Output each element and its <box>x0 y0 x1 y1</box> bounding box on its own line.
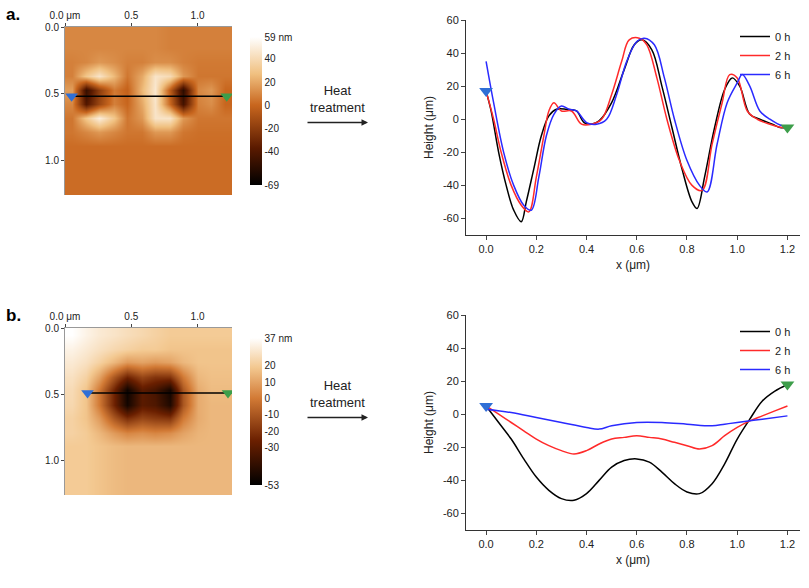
svg-text:20: 20 <box>447 375 459 387</box>
svg-text:0.4: 0.4 <box>579 243 594 255</box>
svg-text:x (μm): x (μm) <box>616 258 650 272</box>
svg-text:60: 60 <box>447 14 459 26</box>
svg-text:20: 20 <box>265 360 277 371</box>
svg-text:1.0: 1.0 <box>730 538 745 550</box>
svg-text:0.8: 0.8 <box>679 538 694 550</box>
svg-text:0: 0 <box>265 393 271 404</box>
svg-text:b.: b. <box>6 306 21 325</box>
svg-text:-30: -30 <box>265 442 280 453</box>
svg-text:0.5: 0.5 <box>124 10 138 21</box>
svg-text:0.5: 0.5 <box>124 311 138 322</box>
svg-text:0.0 μm: 0.0 μm <box>50 10 81 21</box>
svg-text:1.2: 1.2 <box>780 243 795 255</box>
svg-text:0.0: 0.0 <box>45 323 59 334</box>
svg-text:0.5: 0.5 <box>45 389 59 400</box>
svg-text:-20: -20 <box>265 426 280 437</box>
svg-text:-10: -10 <box>265 409 280 420</box>
svg-text:40: 40 <box>265 53 277 64</box>
svg-text:-40: -40 <box>443 474 459 486</box>
svg-text:Height (μm): Height (μm) <box>422 96 436 159</box>
svg-text:60: 60 <box>447 309 459 321</box>
svg-text:-40: -40 <box>265 146 280 157</box>
svg-text:1.0: 1.0 <box>45 455 59 466</box>
svg-text:-53: -53 <box>265 480 280 491</box>
svg-text:Heattreatment: Heattreatment <box>310 83 365 115</box>
svg-text:0.0 μm: 0.0 μm <box>50 311 81 322</box>
svg-text:1.0: 1.0 <box>191 311 205 322</box>
svg-text:Heattreatment: Heattreatment <box>310 378 365 410</box>
svg-text:20: 20 <box>265 77 277 88</box>
svg-text:40: 40 <box>447 342 459 354</box>
svg-text:40: 40 <box>447 47 459 59</box>
svg-text:0.8: 0.8 <box>679 243 694 255</box>
svg-text:0: 0 <box>453 408 459 420</box>
svg-text:0: 0 <box>453 113 459 125</box>
svg-text:-60: -60 <box>443 507 459 519</box>
svg-text:1.0: 1.0 <box>191 10 205 21</box>
svg-text:0.2: 0.2 <box>529 538 544 550</box>
svg-text:0.0: 0.0 <box>45 22 59 33</box>
svg-text:20: 20 <box>447 80 459 92</box>
svg-text:59 nm: 59 nm <box>265 32 293 43</box>
svg-text:0.0: 0.0 <box>478 243 493 255</box>
svg-text:1.2: 1.2 <box>780 538 795 550</box>
svg-text:0.0: 0.0 <box>478 538 493 550</box>
svg-text:a.: a. <box>6 5 20 24</box>
svg-text:0: 0 <box>265 100 271 111</box>
svg-text:0.6: 0.6 <box>629 538 644 550</box>
svg-text:0 h: 0 h <box>775 31 790 43</box>
svg-text:-20: -20 <box>443 441 459 453</box>
svg-text:0 h: 0 h <box>775 326 790 338</box>
svg-text:-40: -40 <box>443 179 459 191</box>
svg-text:1.0: 1.0 <box>730 243 745 255</box>
svg-text:6 h: 6 h <box>775 69 790 81</box>
svg-text:0.5: 0.5 <box>45 88 59 99</box>
svg-text:x (μm): x (μm) <box>616 553 650 567</box>
svg-text:-20: -20 <box>265 123 280 134</box>
svg-text:-20: -20 <box>443 146 459 158</box>
svg-text:6 h: 6 h <box>775 364 790 376</box>
svg-text:2 h: 2 h <box>775 50 790 62</box>
svg-text:10: 10 <box>265 377 277 388</box>
svg-text:Height (μm): Height (μm) <box>422 391 436 454</box>
svg-text:-60: -60 <box>443 212 459 224</box>
svg-text:1.0: 1.0 <box>45 155 59 166</box>
svg-text:37 nm: 37 nm <box>265 333 293 344</box>
svg-text:2 h: 2 h <box>775 345 790 357</box>
svg-text:0.4: 0.4 <box>579 538 594 550</box>
svg-text:0.2: 0.2 <box>529 243 544 255</box>
svg-text:0.6: 0.6 <box>629 243 644 255</box>
svg-text:-69: -69 <box>265 180 280 191</box>
